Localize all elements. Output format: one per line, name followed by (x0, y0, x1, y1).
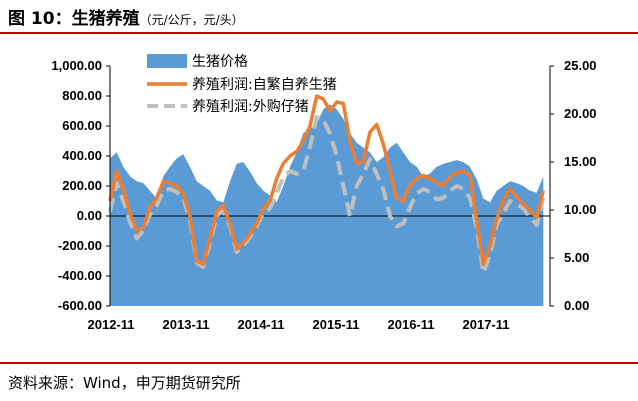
figure-label: 图 10： (8, 9, 72, 29)
legend-label-self: 养殖利润:自繁自养生猪 (192, 76, 337, 93)
x-axis-ticks: 2012-11 2013-11 2014-11 2015-11 2016-11 2017-… (88, 317, 510, 332)
right-tick-label: 5.00 (564, 250, 589, 265)
right-tick-label: 20.00 (564, 106, 597, 121)
series-area-生猪价格 (110, 104, 544, 307)
series-line-自繁自养生猪 (108, 94, 545, 266)
right-tick-label: 10.00 (564, 202, 597, 217)
legend-label-area: 生猪价格 (192, 54, 248, 70)
right-axis-ticks: 0.00 5.00 10.00 15.00 20.00 25.00 (550, 58, 597, 313)
legend: 生猪价格 养殖利润:自繁自养生猪 养殖利润:外购仔猪 (147, 54, 337, 115)
x-tick-label: 2015-11 (313, 317, 360, 332)
left-tick-label: 1,000.00 (51, 58, 102, 73)
left-tick-label: -200.00 (58, 238, 102, 253)
right-tick-label: 15.00 (564, 154, 597, 169)
left-tick-label: 600.00 (62, 118, 102, 133)
left-tick-label: 0.00 (77, 208, 102, 223)
figure-title: 图 10：生猪养殖（元/公斤，元/头） (8, 4, 244, 29)
x-tick-label: 2013-11 (163, 317, 210, 332)
legend-label-purchased: 养殖利润:外购仔猪 (192, 98, 309, 115)
pig-farming-chart: -600.00 -400.00 -200.00 0.00 200.00 400.00 600… (51, 54, 597, 332)
right-tick-label: 25.00 (564, 58, 597, 73)
title-main: 生猪养殖 (71, 9, 140, 29)
x-tick-label: 2014-11 (238, 317, 285, 332)
right-tick-label: 0.00 (564, 298, 589, 313)
title-unit: （元/公斤，元/头） (139, 13, 244, 27)
left-tick-label: 400.00 (62, 148, 102, 163)
left-tick-label: 200.00 (62, 178, 102, 193)
x-tick-label: 2016-11 (388, 317, 435, 332)
series-line-外购仔猪 (108, 115, 546, 275)
source-note: 资料来源：Wind，申万期货研究所 (8, 374, 241, 392)
left-tick-label: -600.00 (58, 298, 102, 313)
x-tick-label: 2012-11 (88, 317, 135, 332)
x-tick-label: 2017-11 (463, 317, 510, 332)
legend-swatch-area (147, 54, 187, 68)
left-tick-label: 800.00 (62, 88, 102, 103)
left-axis-ticks: -600.00 -400.00 -200.00 0.00 200.00 400.00 600… (51, 58, 110, 313)
left-tick-label: -400.00 (58, 268, 102, 283)
bottom-rule (0, 362, 638, 364)
top-rule (0, 32, 638, 34)
title-bar: 图 10：生猪养殖（元/公斤，元/头） (0, 0, 638, 30)
